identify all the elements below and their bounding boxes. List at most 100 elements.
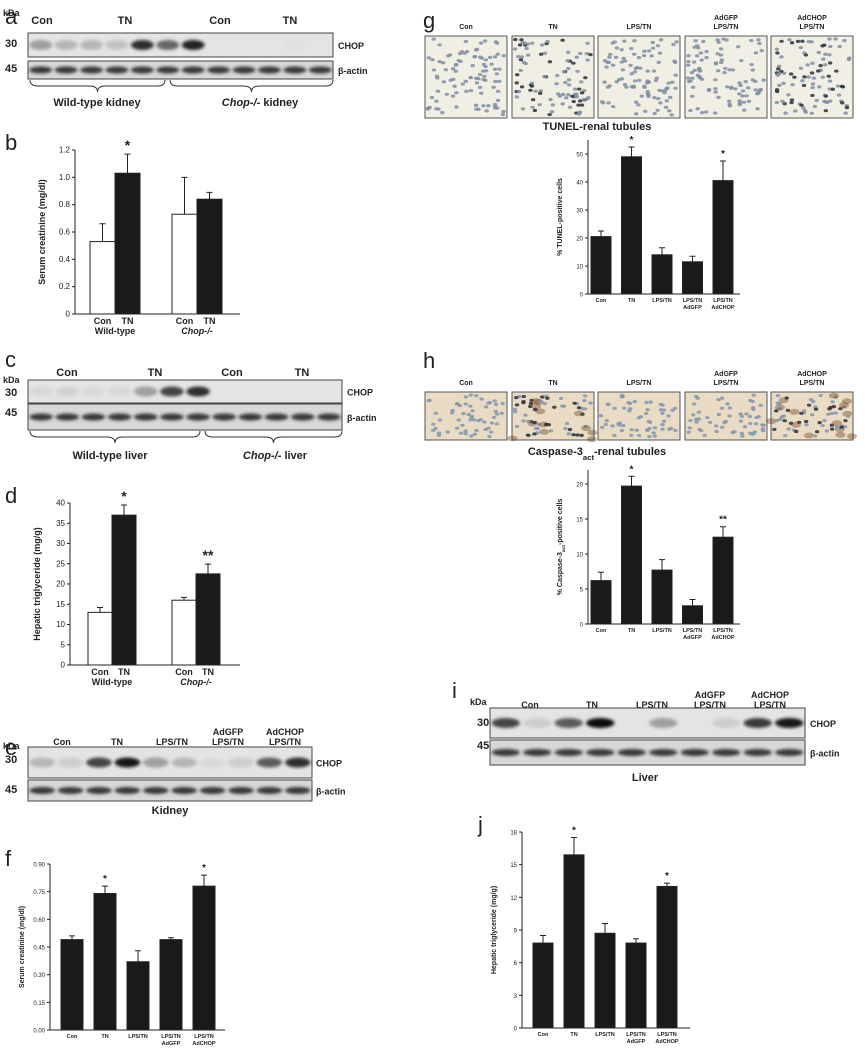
nucleus xyxy=(427,105,432,110)
nucleus xyxy=(621,56,626,60)
band xyxy=(143,757,169,768)
x-tick-label: TN xyxy=(628,628,635,634)
nucleus xyxy=(658,38,664,42)
bar xyxy=(625,942,647,1029)
nucleus xyxy=(636,56,642,60)
nucleus xyxy=(495,89,501,93)
nucleus xyxy=(493,409,498,414)
nucleus xyxy=(715,69,721,73)
band xyxy=(775,749,804,756)
error-bar xyxy=(659,247,665,255)
nucleus xyxy=(823,109,829,113)
marker-label: 30 xyxy=(5,754,17,766)
y-tick-label: 15 xyxy=(576,518,583,524)
nucleus xyxy=(838,407,843,411)
nucleus xyxy=(455,402,460,406)
nucleus xyxy=(514,95,520,99)
nucleus xyxy=(627,409,632,413)
nucleus xyxy=(727,406,733,410)
nucleus xyxy=(696,46,701,50)
nucleus xyxy=(632,52,637,56)
nucleus xyxy=(550,103,556,107)
y-tick-label: 50 xyxy=(576,153,583,159)
y-axis-title-part: -positive cells xyxy=(557,499,564,545)
band xyxy=(199,757,226,768)
nucleus xyxy=(610,63,616,67)
nucleus xyxy=(833,37,838,41)
nucleus xyxy=(554,82,559,86)
lane-header: LPS/TN xyxy=(212,737,244,747)
nucleus xyxy=(516,89,522,94)
nucleus xyxy=(634,428,639,432)
bar-label: Con xyxy=(175,667,193,677)
bar xyxy=(195,573,221,666)
panel-label: i xyxy=(452,678,457,703)
nucleus xyxy=(837,44,842,49)
nucleus xyxy=(733,87,738,91)
nucleus xyxy=(558,396,564,401)
band xyxy=(114,787,141,794)
nucleus xyxy=(458,431,464,435)
nucleus xyxy=(620,395,625,399)
nucleus xyxy=(563,426,568,431)
nucleus xyxy=(567,105,573,109)
nucleus xyxy=(457,404,463,408)
panel-label: a xyxy=(5,4,18,29)
nucleus xyxy=(636,433,642,438)
band xyxy=(285,757,311,768)
nucleus xyxy=(801,83,807,88)
nucleus xyxy=(538,89,543,93)
nucleus xyxy=(840,85,846,89)
nucleus xyxy=(802,75,807,79)
nucleus xyxy=(702,433,707,437)
nucleus xyxy=(826,74,831,78)
nucleus xyxy=(492,67,498,71)
nucleus xyxy=(581,97,587,102)
blot-caption: Kidney xyxy=(152,805,190,817)
nucleus xyxy=(514,81,519,85)
nucleus xyxy=(538,52,544,56)
nucleus xyxy=(598,414,604,418)
nucleus xyxy=(666,81,671,85)
nucleus xyxy=(786,93,791,97)
nucleus xyxy=(690,76,695,80)
nucleus xyxy=(822,43,827,47)
band xyxy=(57,787,84,794)
nucleus xyxy=(839,425,844,429)
nucleus xyxy=(715,52,720,56)
nucleus xyxy=(774,409,779,413)
nucleus xyxy=(526,419,531,423)
nucleus xyxy=(612,433,617,437)
image-set-title: Caspase-3act-renal tubules xyxy=(528,446,666,462)
nucleus xyxy=(494,412,500,416)
nucleus xyxy=(761,78,766,82)
lane-header: Con xyxy=(521,700,539,710)
lane-header: Con xyxy=(56,367,78,379)
nucleus xyxy=(532,407,538,412)
y-tick-label: 30 xyxy=(576,209,583,215)
nucleus xyxy=(632,39,637,43)
band xyxy=(264,413,289,421)
image-set-title-part: act xyxy=(583,453,595,462)
nucleus xyxy=(756,38,761,42)
nucleus xyxy=(431,37,436,41)
nucleus xyxy=(740,89,746,93)
band xyxy=(80,40,103,50)
nucleus xyxy=(820,423,825,428)
nucleus xyxy=(515,73,520,77)
nucleus xyxy=(814,430,820,434)
bar xyxy=(60,939,84,1031)
significance: * xyxy=(121,488,127,504)
nucleus xyxy=(497,79,502,83)
stain xyxy=(535,408,546,415)
nucleus xyxy=(698,51,704,55)
nucleus xyxy=(522,41,527,45)
bar-label: Con xyxy=(94,316,112,326)
image-caption: LPS/TN xyxy=(714,380,739,387)
nucleus xyxy=(566,78,572,82)
marker-label: 30 xyxy=(477,717,489,729)
band xyxy=(775,718,804,728)
nucleus xyxy=(542,51,548,55)
nucleus xyxy=(652,434,657,438)
